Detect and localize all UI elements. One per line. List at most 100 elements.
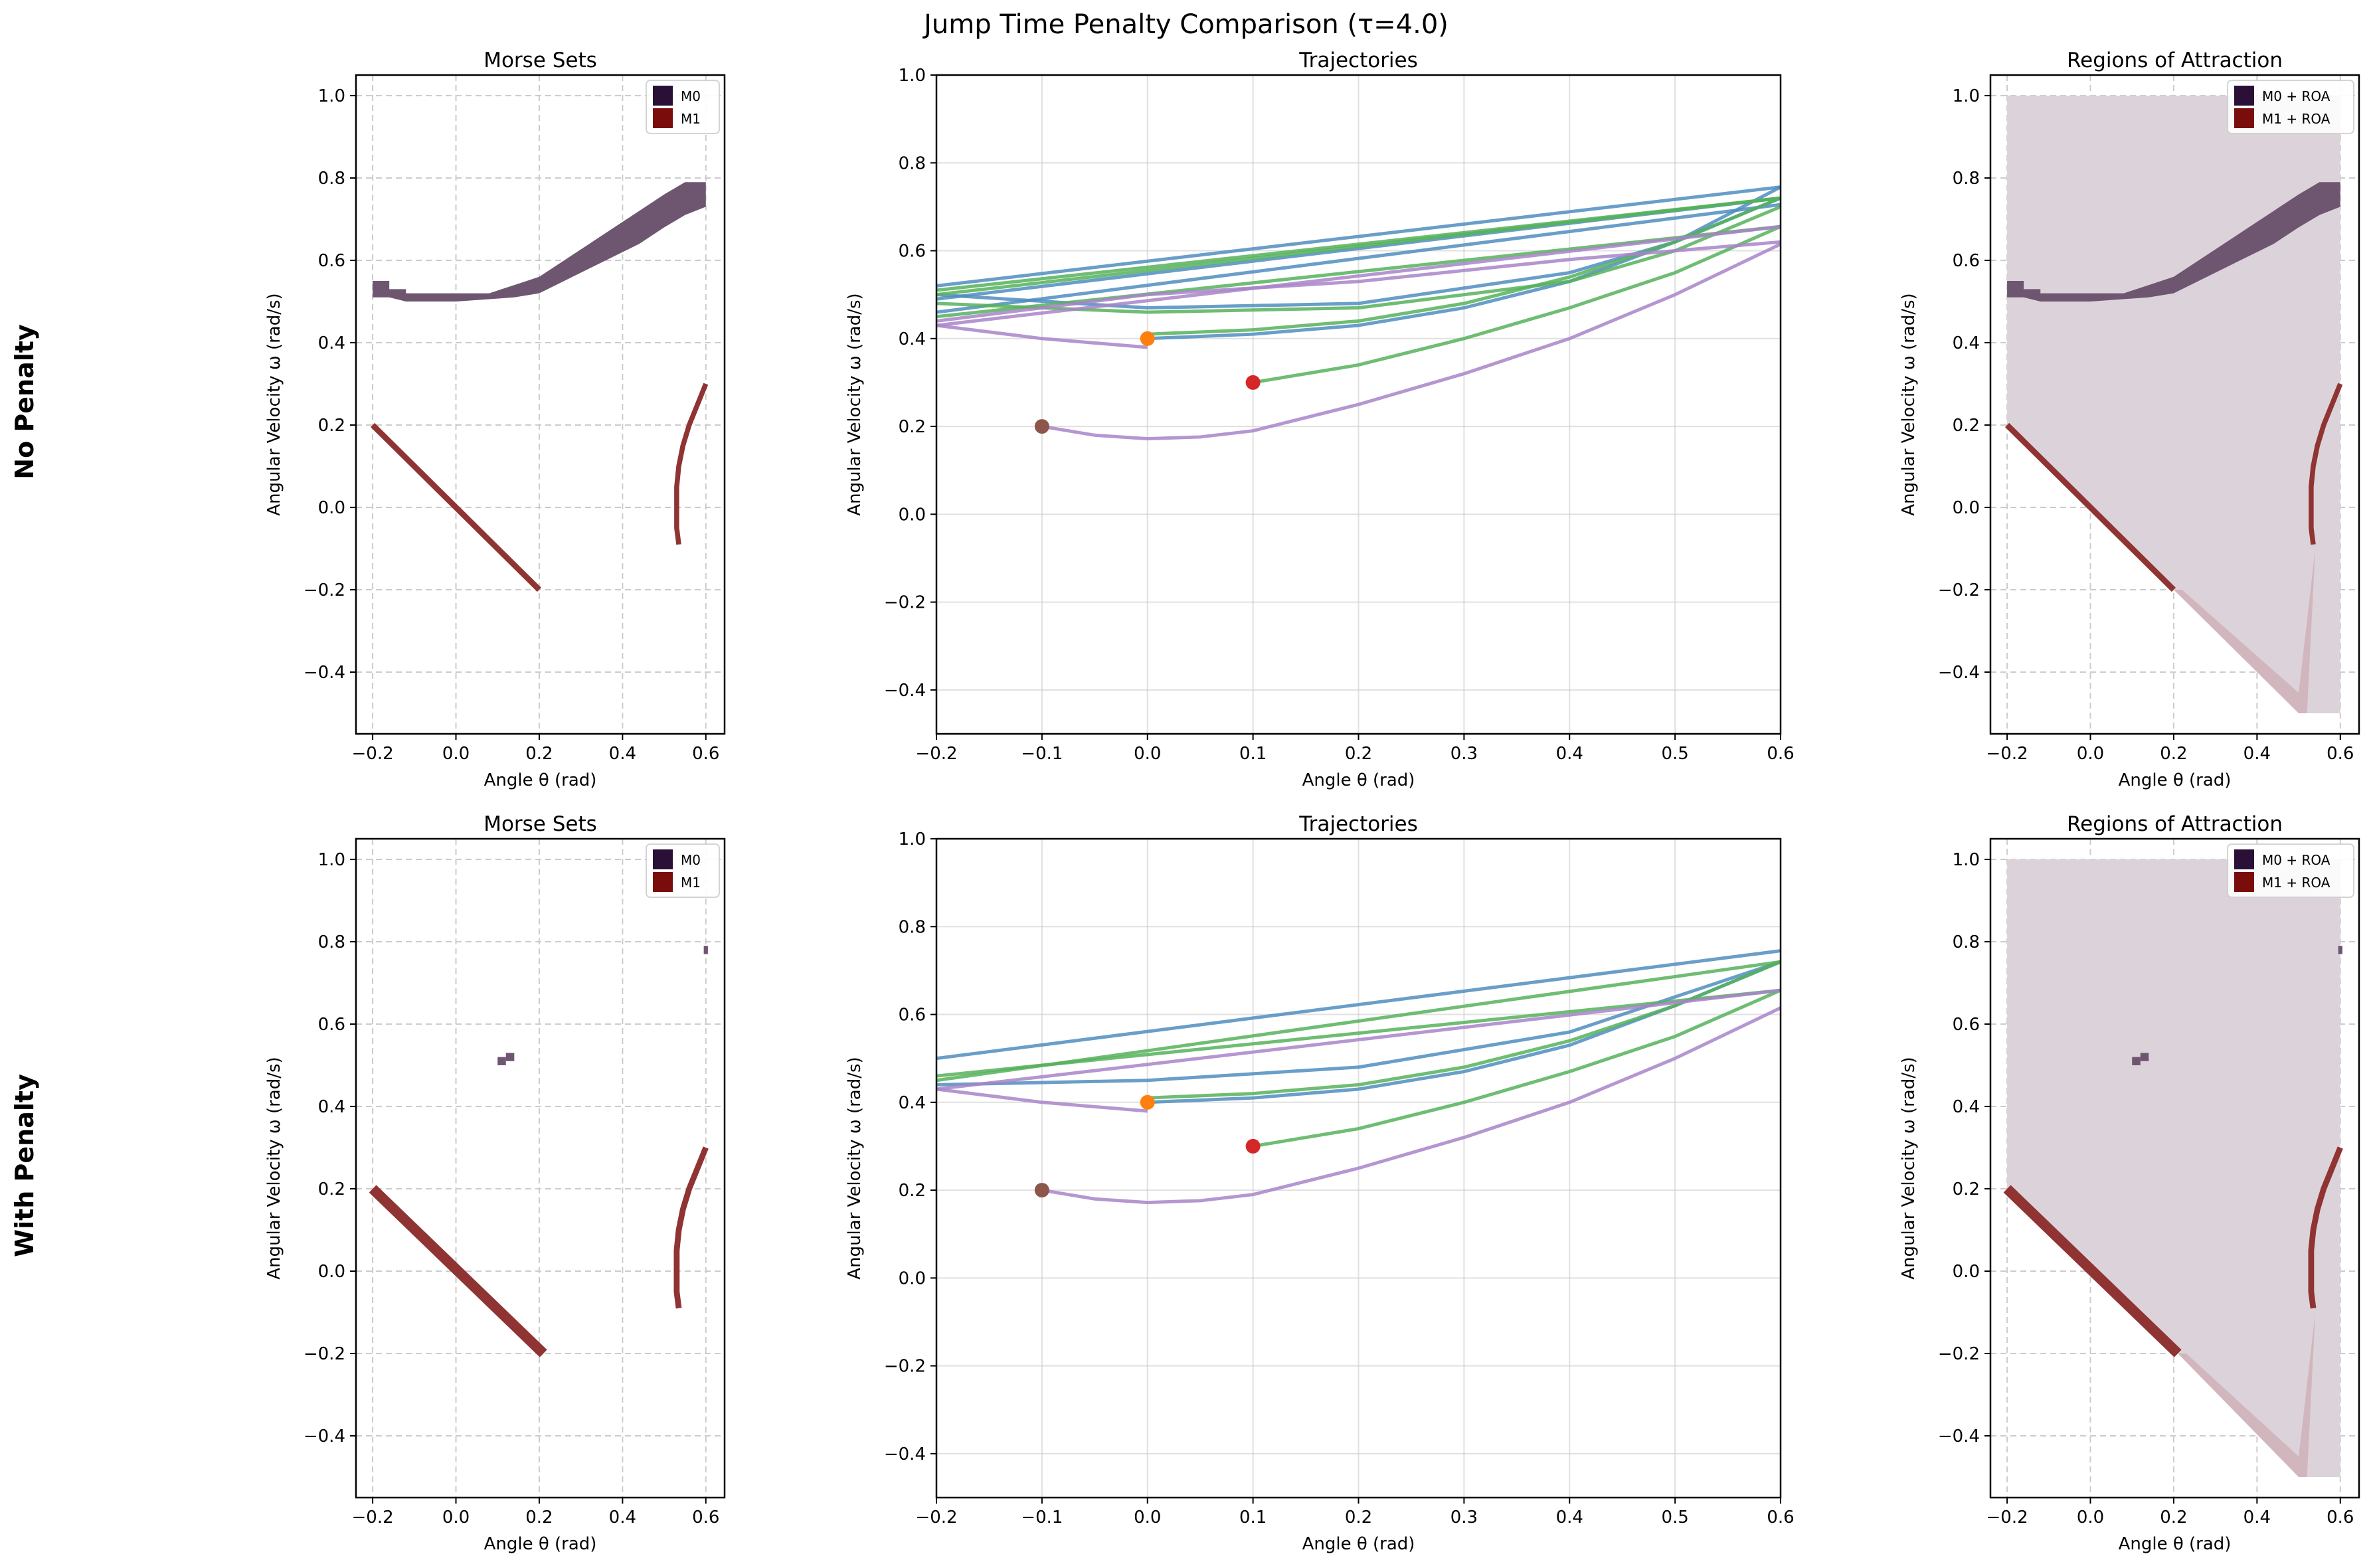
x-tick-label: 0.0 bbox=[1134, 744, 1161, 764]
legend-swatch-m0 bbox=[2234, 849, 2254, 869]
y-tick-label: 0.6 bbox=[899, 1005, 926, 1025]
y-tick-label: −0.2 bbox=[884, 1357, 926, 1377]
y-axis-label: Angular Velocity ω (rad/s) bbox=[845, 1057, 865, 1279]
legend-swatch-m1 bbox=[2234, 872, 2254, 892]
morse-cell-m0 bbox=[497, 1057, 506, 1065]
x-axis-label: Angle θ (rad) bbox=[1302, 770, 1415, 790]
x-tick-label: 0.1 bbox=[1239, 744, 1267, 764]
start-marker-red bbox=[1245, 1138, 1261, 1154]
row-label-with-penalty: With Penalty bbox=[10, 1074, 39, 1257]
legend-label: M0 bbox=[681, 852, 701, 868]
y-tick-label: 0.4 bbox=[1953, 1097, 1980, 1117]
panel-morse_no_penalty: −0.2 0.0 0.2 0.4 0.6 −0.4 −0.2 0.0 0.2 0.4 0.6 0.8 1… bbox=[264, 48, 726, 790]
panel-title: Morse Sets bbox=[483, 48, 597, 72]
trajectory-line-green bbox=[1147, 960, 1781, 1100]
start-marker-brown bbox=[1034, 1183, 1049, 1198]
morse-segment-m1 bbox=[2004, 422, 2176, 592]
axes-frame bbox=[355, 74, 726, 735]
y-tick-label: 0.2 bbox=[899, 417, 926, 437]
trajectory-line-blue bbox=[936, 949, 1781, 1061]
x-tick-label: 0.2 bbox=[1345, 744, 1372, 764]
y-tick-label: 0.6 bbox=[1953, 251, 1980, 271]
morse-segment-m1 bbox=[2308, 1146, 2343, 1309]
trajectory-line-purple bbox=[936, 988, 1781, 1091]
x-tick-label: 0.2 bbox=[2160, 744, 2187, 764]
x-tick-label: 0.3 bbox=[1450, 744, 1478, 764]
y-tick-label: 0.8 bbox=[899, 917, 926, 937]
y-tick-label: −0.4 bbox=[304, 663, 345, 683]
morse-segment-m1 bbox=[370, 422, 542, 592]
y-tick-label: 0.8 bbox=[1953, 932, 1980, 952]
legend-swatch-m1 bbox=[653, 872, 673, 892]
y-tick-label: 0.6 bbox=[899, 242, 926, 262]
panel-title: Regions of Attraction bbox=[2067, 812, 2283, 836]
y-tick-label: −0.4 bbox=[1938, 663, 1980, 683]
y-axis-label: Angular Velocity ω (rad/s) bbox=[845, 293, 865, 515]
axes-frame bbox=[355, 837, 726, 1499]
y-tick-label: 0.0 bbox=[318, 498, 345, 518]
trajectory-line-purple bbox=[936, 224, 1781, 327]
panel-roa_no_penalty: −0.2 0.0 0.2 0.4 0.6 −0.4 −0.2 0.0 0.2 0.4 0.6 0.8 1… bbox=[1899, 48, 2360, 790]
y-tick-label: 1.0 bbox=[1953, 86, 1980, 106]
trajectory-line-blue bbox=[936, 203, 1781, 314]
y-tick-label: 0.4 bbox=[318, 1097, 345, 1117]
x-tick-label: 0.6 bbox=[2327, 744, 2354, 764]
x-tick-label: 0.5 bbox=[1661, 1508, 1688, 1527]
x-tick-label: 0.4 bbox=[2243, 1508, 2271, 1527]
legend-label: M1 + ROA bbox=[2262, 111, 2330, 127]
x-tick-label: −0.1 bbox=[1021, 744, 1063, 764]
y-tick-label: −0.2 bbox=[1938, 580, 1980, 600]
plot-area bbox=[2004, 96, 2343, 713]
y-tick-label: 1.0 bbox=[1953, 850, 1980, 870]
x-tick-label: 0.4 bbox=[609, 744, 636, 764]
x-tick-label: 0.0 bbox=[1134, 1508, 1161, 1527]
x-tick-label: 0.3 bbox=[1450, 1508, 1478, 1527]
legend-box bbox=[2227, 843, 2354, 898]
roa-m1-fade bbox=[2173, 549, 2316, 713]
y-tick-label: 1.0 bbox=[318, 850, 345, 870]
trajectory-line-purple bbox=[1041, 242, 1781, 441]
panels-group: −0.2 0.0 0.2 0.4 0.6 −0.4 −0.2 0.0 0.2 0.4 0.6 0.8 1… bbox=[264, 48, 2360, 1554]
panel-title: Trajectories bbox=[1298, 48, 1418, 72]
axes-frame bbox=[1989, 837, 2360, 1499]
y-tick-label: −0.4 bbox=[884, 681, 926, 701]
trajectory-line-green bbox=[936, 196, 1781, 297]
x-tick-label: −0.2 bbox=[915, 744, 957, 764]
x-tick-label: −0.2 bbox=[1986, 1508, 2028, 1527]
x-axis-label: Angle θ (rad) bbox=[484, 1534, 597, 1554]
x-tick-label: −0.2 bbox=[1986, 744, 2028, 764]
start-marker-red bbox=[1245, 375, 1261, 390]
y-tick-label: 0.6 bbox=[1953, 1015, 1980, 1035]
x-tick-label: 0.1 bbox=[1239, 1508, 1267, 1527]
legend-label: M0 bbox=[681, 88, 701, 104]
y-tick-label: 0.6 bbox=[318, 251, 345, 271]
x-axis-label: Angle θ (rad) bbox=[484, 770, 597, 790]
x-axis-label: Angle θ (rad) bbox=[2119, 1534, 2232, 1554]
y-tick-label: 0.4 bbox=[1953, 333, 1980, 353]
plot-area bbox=[370, 182, 709, 592]
x-tick-label: 0.5 bbox=[1661, 744, 1688, 764]
x-tick-label: 0.0 bbox=[442, 744, 470, 764]
roa-region bbox=[2007, 859, 2340, 1477]
legend-swatch-m1 bbox=[653, 108, 673, 128]
trajectory-line-purple bbox=[936, 323, 1148, 349]
start-marker-orange bbox=[1140, 1094, 1155, 1110]
morse-segment-m1 bbox=[2003, 1185, 2182, 1357]
trajectory-line-purple bbox=[936, 240, 1781, 323]
legend-swatch-m0 bbox=[2234, 86, 2254, 106]
start-marker-orange bbox=[1140, 331, 1155, 346]
y-tick-label: 1.0 bbox=[318, 86, 345, 106]
y-tick-label: 0.0 bbox=[899, 1268, 926, 1288]
legend-label: M1 bbox=[681, 111, 701, 127]
y-tick-label: 0.8 bbox=[318, 169, 345, 189]
x-tick-label: −0.2 bbox=[352, 744, 394, 764]
roa-m1-fade bbox=[2178, 1312, 2316, 1477]
y-tick-label: 0.2 bbox=[1953, 416, 1980, 436]
y-tick-label: 0.4 bbox=[318, 333, 345, 353]
y-tick-label: 0.0 bbox=[899, 505, 926, 525]
x-tick-label: 0.6 bbox=[692, 1508, 719, 1527]
trajectory-line-green bbox=[1253, 224, 1781, 385]
y-tick-label: 0.0 bbox=[1953, 1262, 1980, 1282]
plot-area bbox=[369, 946, 709, 1357]
plot-area bbox=[936, 949, 1781, 1205]
